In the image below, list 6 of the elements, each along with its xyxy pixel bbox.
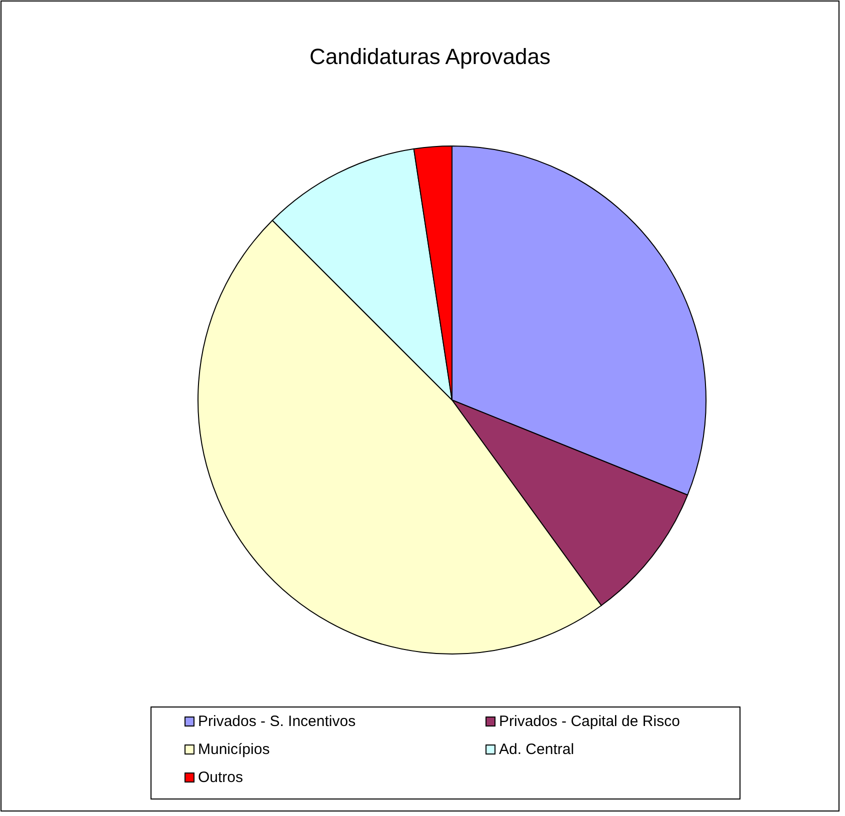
legend-label: Municípios bbox=[198, 741, 270, 758]
legend-label: Outros bbox=[198, 769, 244, 786]
legend-label: Ad. Central bbox=[499, 741, 574, 758]
legend-label: Privados - S. Incentivos bbox=[198, 713, 356, 730]
chart-title: Candidaturas Aprovadas bbox=[310, 44, 550, 69]
legend-label: Privados - Capital de Risco bbox=[499, 713, 680, 730]
